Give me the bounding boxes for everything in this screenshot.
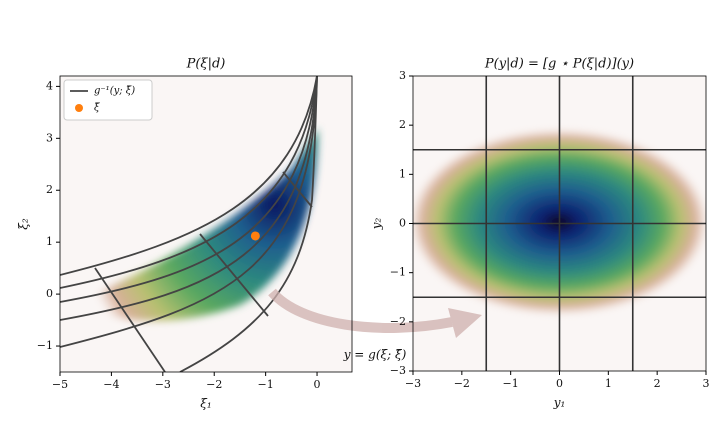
x-tick-label: −2 [206, 378, 222, 391]
x-axis-label: y₁ [553, 396, 566, 410]
x-tick-label: −2 [454, 377, 470, 390]
x-tick-label: 0 [556, 377, 563, 390]
x-tick-label: −3 [155, 378, 171, 391]
y-tick-label: −1 [37, 339, 53, 352]
legend-dot [75, 104, 83, 112]
legend-box [63, 79, 153, 121]
density [80, 128, 318, 321]
x-tick-label: 3 [703, 377, 710, 390]
y-tick-label: 0 [46, 287, 53, 300]
density-left [60, 76, 318, 372]
y-tick-label: 2 [399, 118, 406, 131]
annotation: y = g(ξ; ξ̄) [343, 348, 407, 362]
x-tick-label: −1 [258, 378, 274, 391]
x-tick-label: 0 [314, 378, 321, 391]
x-tick-label: −3 [405, 377, 421, 390]
y-tick-label: 0 [399, 217, 406, 230]
axes-frame [59, 75, 353, 373]
x-tick-label: 1 [605, 377, 612, 390]
x-tick-label: 2 [654, 377, 661, 390]
y-tick-label: 4 [46, 79, 53, 92]
x-tick-label: −5 [52, 378, 68, 391]
y-tick-label: −3 [390, 364, 406, 377]
y-tick-label: 1 [46, 235, 53, 248]
y-tick-label: −2 [390, 315, 406, 328]
y-tick-label: 3 [46, 131, 53, 144]
y-tick-label: 2 [46, 183, 53, 196]
y-axis-label: y₂ [370, 218, 384, 231]
legend-label: g⁻¹(y; ξ̄) [94, 86, 135, 97]
y-axis-label: ξ₂ [17, 218, 31, 230]
arrow [268, 288, 482, 338]
point [250, 231, 260, 241]
transformed-grid [60, 76, 318, 372]
y-tick-label: 1 [399, 167, 406, 180]
y-tick-label: −1 [390, 266, 406, 279]
legend-label: ξ̄ [94, 103, 100, 114]
chart-title: P(y|d) = [g ⋆ P(ξ|d)](y) [484, 57, 634, 72]
y-tick-label: 3 [399, 69, 406, 82]
x-axis-label: ξ₁ [200, 397, 211, 411]
x-tick-label: −4 [103, 378, 119, 391]
chart-title: P(ξ|d) [186, 57, 226, 72]
x-tick-label: −1 [503, 377, 519, 390]
